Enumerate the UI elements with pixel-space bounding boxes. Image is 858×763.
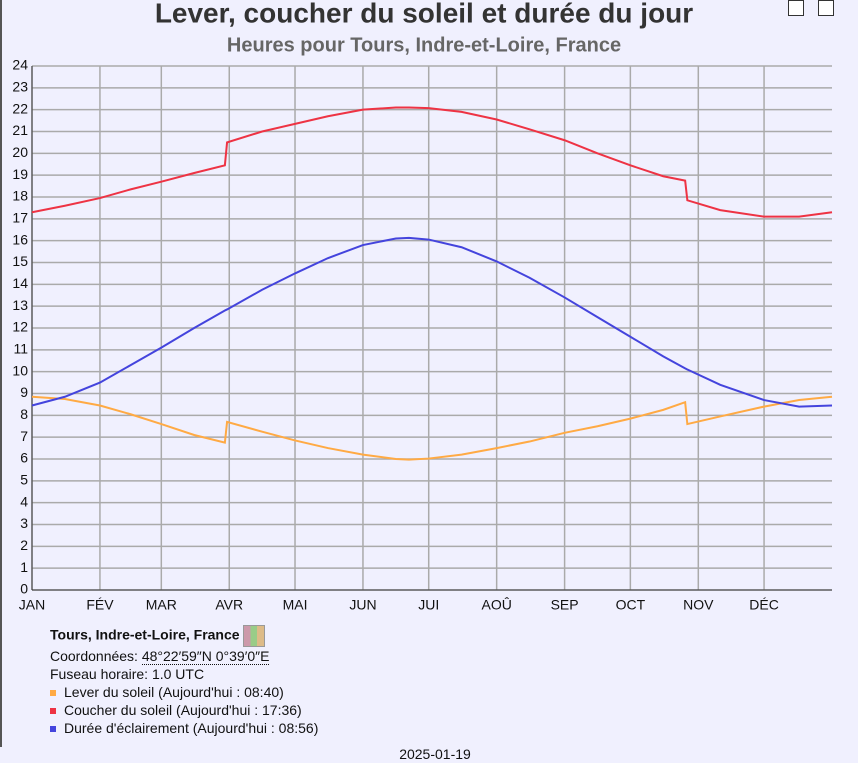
y-tick-label: 22	[12, 100, 28, 116]
series-line	[31, 236, 833, 408]
y-tick-label: 23	[12, 79, 28, 95]
y-tick-label: 3	[20, 515, 28, 531]
y-tick-label: 16	[12, 231, 28, 247]
x-tick-label: JAN	[19, 597, 45, 613]
y-tick-label: 18	[12, 188, 28, 204]
series-line	[31, 106, 833, 218]
series-line	[31, 395, 833, 461]
y-tick-label: 20	[12, 144, 28, 160]
date: 2025-01-19	[399, 746, 471, 762]
chart-title: Lever, coucher du soleil et durée du jou…	[155, 0, 693, 28]
y-tick-label: 1	[20, 559, 28, 575]
y-tick-label: 0	[20, 581, 28, 597]
y-tick-label: 14	[12, 275, 28, 291]
location: Tours, Indre-et-Loire, France	[50, 626, 240, 643]
y-tick-label: 8	[20, 406, 28, 422]
legend-item: Durée d'éclairement (Aujourd'hui : 08:56…	[50, 719, 820, 737]
y-tick-label: 13	[12, 297, 28, 313]
map-icon[interactable]	[243, 625, 266, 647]
x-tick-label: DÉC	[749, 597, 779, 613]
y-tick-label: 9	[20, 384, 28, 400]
legend-label: Coucher du soleil (Aujourd'hui : 17:36)	[64, 702, 302, 718]
timezone: Fuseau horaire: 1.0 UTC	[50, 666, 205, 682]
y-tick-label: 19	[12, 166, 28, 182]
chart: Lever, coucher du soleil et durée du jou…	[12, 0, 833, 613]
legend-label: Lever du soleil (Aujourd'hui : 08:40)	[64, 684, 284, 700]
x-tick-label: MAR	[146, 597, 177, 613]
x-tick-label: NOV	[683, 597, 714, 613]
x-tick-label: FÉV	[86, 597, 114, 613]
y-tick-label: 10	[12, 362, 28, 378]
x-tick-label: MAI	[283, 597, 308, 613]
x-tick-label: OCT	[616, 597, 646, 613]
chart-subtitle: Heures pour Tours, Indre-et-Loire, Franc…	[227, 34, 621, 56]
y-tick-label: 15	[12, 253, 28, 269]
legend: Lever du soleil (Aujourd'hui : 08:40) Cou…	[50, 683, 820, 737]
y-tick-label: 11	[13, 341, 28, 357]
y-tick-label: 21	[12, 122, 28, 138]
y-tick-label: 5	[20, 472, 28, 488]
csv-button[interactable]	[788, 0, 804, 16]
legend-label: Durée d'éclairement (Aujourd'hui : 08:56…	[64, 720, 319, 736]
y-tick-label: 4	[20, 493, 28, 509]
page: Lever, coucher du soleil et durée du jou…	[0, 0, 834, 762]
x-tick-label: JUI	[418, 597, 439, 613]
coords-label: Coordonnées:	[50, 648, 138, 664]
x-tick-label: SEP	[551, 597, 579, 613]
legend-swatch	[50, 690, 56, 697]
y-tick-label: 24	[12, 57, 28, 73]
x-tick-label: AOÛ	[481, 597, 511, 613]
table-button[interactable]	[818, 0, 834, 16]
legend-item: Coucher du soleil (Aujourd'hui : 17:36)	[50, 701, 820, 719]
y-tick-label: 17	[12, 210, 28, 226]
x-tick-label: AVR	[215, 597, 243, 613]
x-tick-label: JUN	[349, 597, 376, 613]
y-tick-label: 6	[20, 450, 28, 466]
info: Tours, Indre-et-Loire, France Coordonnée…	[50, 625, 820, 763]
legend-swatch	[50, 708, 56, 715]
y-tick-label: 12	[12, 319, 28, 335]
y-tick-label: 7	[20, 428, 28, 444]
y-tick-label: 2	[20, 537, 28, 553]
legend-swatch	[50, 726, 56, 733]
coords[interactable]: 48°22′59″N 0°39′0″E	[141, 648, 270, 665]
legend-item: Lever du soleil (Aujourd'hui : 08:40)	[50, 683, 820, 701]
